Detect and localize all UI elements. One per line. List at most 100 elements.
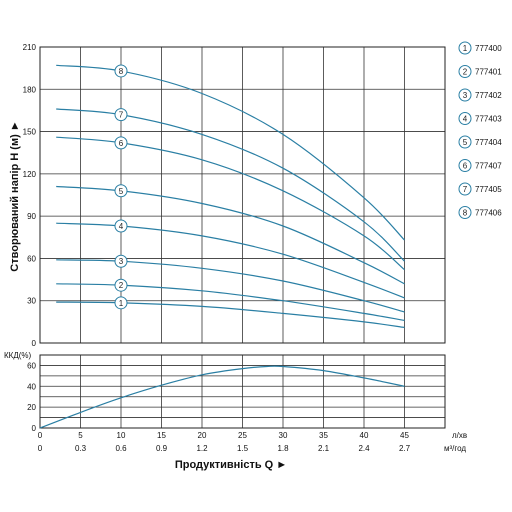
x-secondary-tick-label: 1.2 [196, 444, 208, 453]
legend-marker-number: 6 [463, 162, 468, 171]
legend-marker-circle [458, 65, 472, 78]
curve-marker-number: 6 [119, 139, 124, 148]
curve-marker-8: 8 [114, 64, 128, 78]
legend-item: 7 777405 [458, 182, 502, 196]
head-y-tick-label: 150 [23, 128, 37, 137]
legend-label: 777404 [475, 138, 502, 147]
curve-marker-circle [114, 64, 128, 78]
head-y-tick-label: 180 [23, 85, 37, 94]
legend-marker-circle [458, 159, 472, 172]
curve-marker-5: 5 [114, 184, 128, 198]
curve-marker-circle [114, 278, 128, 292]
legend-marker-circle [458, 182, 472, 196]
x-axis-title: Продуктивність Q ► [175, 459, 287, 471]
curve-marker-number: 8 [119, 67, 124, 76]
legend-label: 777407 [475, 162, 502, 171]
x-primary-tick-label: 45 [400, 431, 409, 440]
legend-marker-circle [458, 41, 472, 55]
legend-item: 2 777401 [458, 65, 502, 78]
x-secondary-unit: м³/год [444, 444, 466, 453]
x-primary-tick-label: 40 [360, 431, 369, 440]
legend-label: 777402 [475, 91, 502, 100]
efficiency-curve [39, 365, 405, 429]
head-y-tick-label: 90 [27, 212, 36, 221]
legend-item: 5 777404 [458, 135, 502, 149]
x-secondary-tick-label: 0.9 [156, 444, 168, 453]
legend-item: 3 777402 [458, 88, 502, 102]
efficiency-plot-frame [39, 354, 446, 429]
curve-marker-7: 7 [114, 108, 128, 122]
curve-marker-circle [114, 136, 128, 150]
curve-marker-4: 4 [114, 219, 128, 233]
curve-marker-circle [114, 296, 128, 310]
curve-marker-number: 3 [119, 257, 124, 266]
efficiency-y-ticks: 0 20 40 60 [27, 361, 36, 433]
x-secondary-tick-label: 2.4 [358, 444, 370, 453]
x-secondary-tick-label: 0.6 [115, 444, 127, 453]
efficiency-axis-title: ККД(%) [4, 351, 32, 360]
efficiency-y-tick-label: 20 [27, 403, 36, 412]
legend-item: 8 777406 [458, 206, 502, 219]
curve-marker-number: 4 [119, 222, 124, 231]
legend-marker-number: 7 [463, 185, 468, 194]
legend-item: 4 777403 [458, 112, 502, 125]
x-primary-tick-label: 10 [117, 431, 126, 440]
head-axis-title: Створюваний напір H (м) ► [9, 120, 21, 271]
legend-item: 6 777407 [458, 159, 502, 172]
curve-marker-2: 2 [114, 278, 128, 292]
x-primary-tick-label: 5 [78, 431, 83, 440]
legend-item: 1 777400 [458, 41, 502, 55]
x-axis-secondary-ticks: 0 0.3 0.6 0.9 1.2 1.5 1.8 2.1 2.4 2.7 [38, 444, 411, 453]
x-primary-tick-label: 20 [198, 431, 207, 440]
curve-marker-circle [114, 254, 128, 268]
x-primary-tick-label: 0 [38, 431, 43, 440]
x-axis-primary-ticks: 0 5 10 15 20 25 30 35 40 45 [38, 431, 410, 440]
legend-marker-circle [458, 112, 472, 125]
efficiency-y-tick-label: 0 [32, 424, 37, 433]
head-plot-frame [39, 46, 446, 344]
x-primary-tick-label: 30 [279, 431, 288, 440]
legend: 1 777400 2 777401 3 777402 4 777403 5 777404 6 7774… [458, 41, 502, 219]
curve-marker-circle [114, 219, 128, 233]
legend-label: 777406 [475, 209, 502, 218]
legend-label: 777401 [475, 68, 502, 77]
legend-marker-number: 3 [463, 91, 468, 100]
x-primary-tick-label: 15 [157, 431, 166, 440]
head-y-tick-label: 60 [27, 254, 36, 263]
legend-marker-number: 8 [463, 209, 468, 218]
curve-marker-number: 5 [119, 187, 124, 196]
legend-marker-number: 2 [463, 68, 468, 77]
head-y-tick-label: 120 [23, 170, 37, 179]
head-y-tick-label: 210 [23, 43, 37, 52]
x-primary-unit: л/хв [452, 431, 467, 440]
x-primary-tick-label: 35 [319, 431, 328, 440]
curve-marker-number: 7 [119, 111, 124, 120]
x-secondary-tick-label: 1.8 [277, 444, 289, 453]
x-secondary-tick-label: 1.5 [237, 444, 249, 453]
legend-label: 777403 [475, 115, 502, 124]
legend-label: 777400 [475, 44, 502, 53]
curve-marker-3: 3 [114, 254, 128, 268]
efficiency-panel: 0 20 40 60 ККД(%) [4, 351, 446, 433]
legend-marker-number: 4 [463, 115, 468, 124]
head-y-tick-label: 0 [32, 339, 37, 348]
x-secondary-tick-label: 2.7 [399, 444, 411, 453]
curve-marker-1: 1 [114, 296, 128, 310]
efficiency-y-tick-label: 40 [27, 382, 36, 391]
curve-marker-number: 2 [119, 281, 124, 290]
x-primary-tick-label: 25 [238, 431, 247, 440]
legend-marker-circle [458, 206, 472, 219]
head-curves-panel: 0 30 60 90 120 150 180 210 1 2 3 4 5 6 7 8 Створюваний… [9, 43, 446, 348]
head-curve-markers: 1 2 3 4 5 6 7 8 [114, 64, 128, 310]
efficiency-y-tick-label: 60 [27, 361, 36, 370]
legend-marker-number: 5 [463, 138, 468, 147]
x-secondary-tick-label: 2.1 [318, 444, 330, 453]
x-secondary-tick-label: 0 [38, 444, 43, 453]
legend-marker-circle [458, 88, 472, 102]
curve-marker-number: 1 [119, 299, 124, 308]
curve-marker-circle [114, 108, 128, 122]
legend-marker-circle [458, 135, 472, 149]
efficiency-curve-line [39, 365, 405, 429]
